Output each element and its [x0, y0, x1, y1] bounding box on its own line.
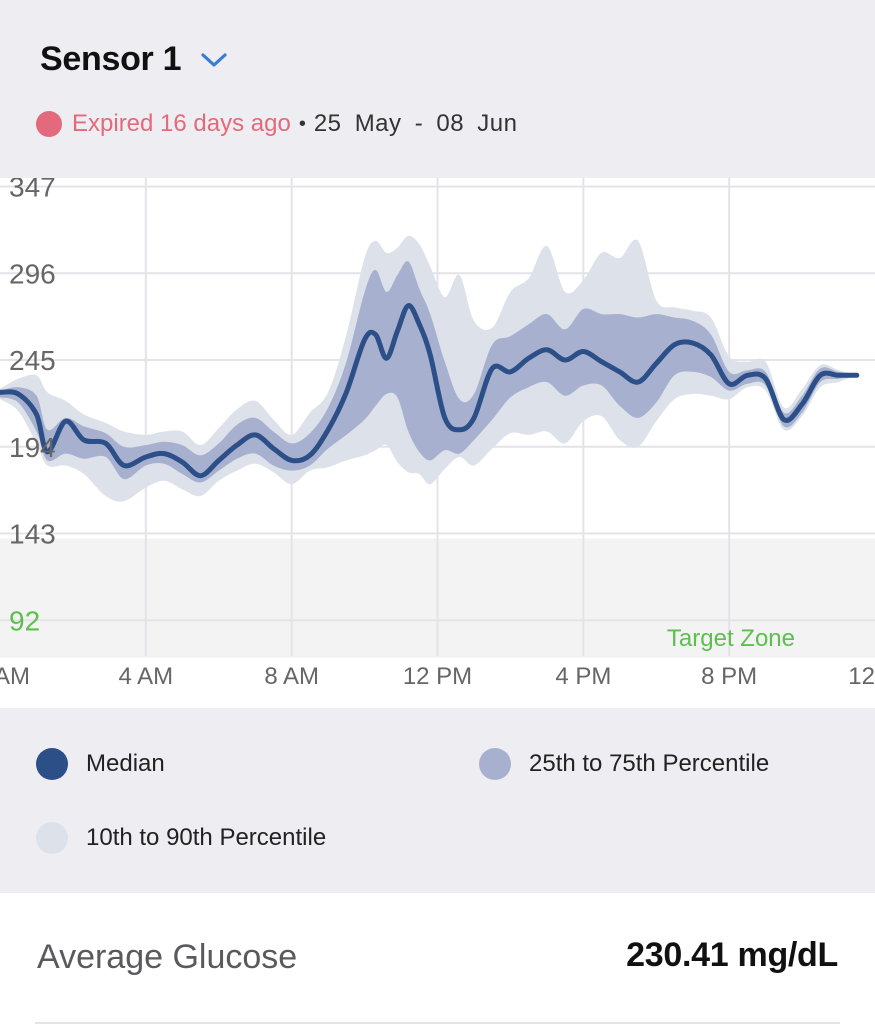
sensor-header: Sensor 1 Expired 16 days ago • 25 May - … [0, 0, 875, 178]
sensor-status-row: Expired 16 days ago • 25 May - 08 Jun [36, 110, 517, 138]
target-zone-label: Target Zone [667, 625, 795, 652]
stats-panel: Average Glucose 230.41 mg/dL [0, 893, 875, 1024]
x-tick-label: 4 PM [555, 663, 611, 690]
x-tick-label: 12 PM [403, 663, 472, 690]
agp-chart-svg: 347 296 245 194 143 92 Target Zone AM 4 AM 8 AM 12… [0, 178, 875, 690]
y-tick-label: 92 [9, 605, 40, 636]
legend-median: Median [36, 748, 165, 780]
separator-bullet: • [298, 112, 306, 135]
expired-status: Expired 16 days ago [72, 110, 291, 137]
divider [35, 1022, 840, 1024]
date-range: 25 May - 08 Jun [313, 110, 518, 137]
sensor-selector[interactable]: Sensor 1 [40, 40, 229, 79]
median-swatch [36, 748, 68, 780]
legend-outer-label: 10th to 90th Percentile [86, 824, 327, 851]
sensor-name: Sensor 1 [40, 40, 182, 78]
chart-legend: Median 25th to 75th Percentile 10th to 9… [0, 708, 875, 893]
median-line [0, 303, 860, 479]
x-tick-label: 4 AM [118, 663, 173, 690]
y-tick-label: 194 [9, 432, 56, 463]
outer-swatch [36, 822, 68, 854]
legend-outer: 10th to 90th Percentile [36, 822, 326, 854]
band-25-75 [0, 261, 857, 483]
y-tick-label: 296 [9, 258, 56, 289]
chevron-down-icon[interactable] [199, 50, 229, 70]
average-glucose-label: Average Glucose [37, 938, 298, 976]
x-tick-label: 8 PM [701, 663, 757, 690]
y-tick-label: 143 [9, 519, 56, 550]
glucose-chart: 347 296 245 194 143 92 Target Zone AM 4 AM 8 AM 12… [0, 178, 875, 708]
x-tick-label: 8 AM [264, 663, 319, 690]
average-glucose-value: 230.41 mg/dL [626, 936, 838, 974]
status-dot-icon [36, 111, 62, 137]
legend-median-label: Median [86, 750, 165, 777]
iqr-swatch [479, 748, 511, 780]
x-tick-label: 12 [848, 663, 875, 690]
y-tick-label: 245 [9, 345, 56, 376]
x-tick-label: AM [0, 663, 30, 690]
y-tick-label: 347 [9, 178, 56, 203]
legend-iqr: 25th to 75th Percentile [479, 748, 769, 780]
legend-iqr-label: 25th to 75th Percentile [529, 750, 770, 777]
